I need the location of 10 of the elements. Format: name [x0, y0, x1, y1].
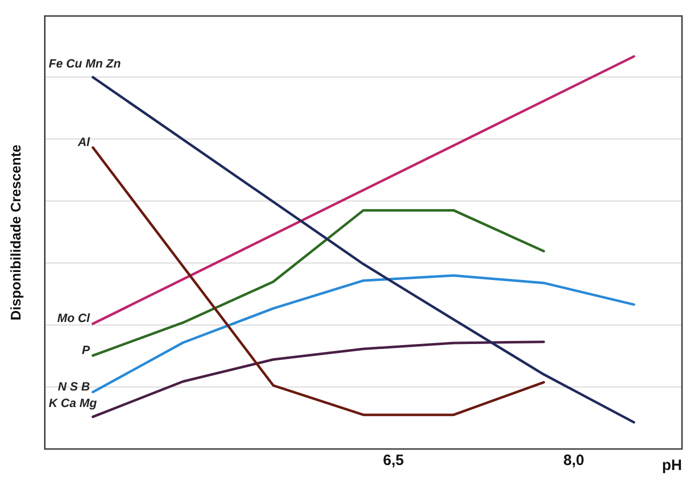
x-tick-label: 6,5 [383, 452, 404, 470]
series-label: K Ca Mg [48, 396, 98, 410]
series-label: P [82, 342, 91, 357]
series-label: Fe Cu Mn Zn [48, 56, 121, 71]
series-label: Mo Cl [57, 311, 91, 326]
series-label: Al [76, 134, 91, 149]
x-tick-label: 8,0 [563, 452, 584, 470]
y-axis-title: Disponibilidade Crescente [7, 144, 24, 320]
x-axis-title: pH [662, 457, 682, 474]
series-label: N S B [58, 379, 90, 394]
